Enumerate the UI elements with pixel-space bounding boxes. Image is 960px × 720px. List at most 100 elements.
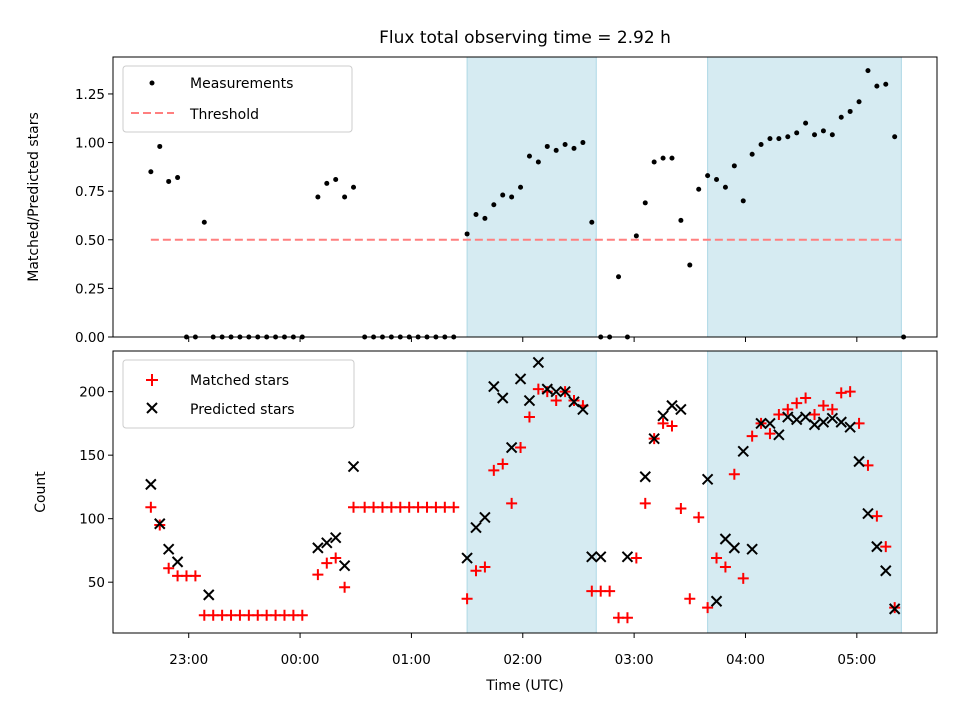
x-tick-label: 23:00: [169, 652, 208, 668]
matched-star-marker: [675, 503, 687, 515]
matched-star-marker: [711, 552, 723, 564]
measurement-point: [175, 175, 181, 181]
matched-star-marker: [506, 497, 518, 509]
predicted-star-marker: [639, 471, 651, 483]
top-y-tick-label: 0.25: [75, 281, 105, 297]
predicted-star-marker: [312, 542, 324, 554]
measurement-point: [678, 217, 684, 223]
matched-star-marker: [532, 383, 544, 395]
bottom-y-tick-label: 200: [79, 385, 105, 401]
measurement-point: [696, 186, 702, 192]
matched-star-marker: [657, 417, 669, 429]
legend-predicted-marker: [146, 402, 158, 414]
measurement-point: [820, 128, 826, 134]
matched-star-marker: [719, 561, 731, 573]
predicted-star-marker: [321, 537, 333, 549]
bottom-legend: Matched stars Predicted stars: [122, 359, 355, 429]
measurement-point: [705, 173, 711, 179]
predicted-star-marker: [746, 543, 758, 555]
matched-star-marker: [737, 572, 749, 584]
measurement-point: [553, 147, 559, 153]
measurement-point: [482, 215, 488, 221]
matched-star-marker: [448, 501, 460, 513]
legend-measurements-marker: [149, 80, 155, 86]
measurement-point: [803, 120, 809, 126]
measurement-point: [856, 99, 862, 105]
measurement-point: [785, 134, 791, 140]
x-tick-label: 04:00: [726, 652, 765, 668]
predicted-star-marker: [347, 460, 360, 473]
top-shaded-intervals: [466, 56, 902, 338]
predicted-star-marker: [470, 521, 482, 534]
measurement-point: [157, 143, 163, 149]
x-tick-label: 02:00: [503, 652, 542, 668]
measurement-point: [865, 68, 871, 74]
matched-star-marker: [746, 430, 758, 442]
measurement-point: [758, 142, 764, 147]
top-legend-box: [122, 65, 353, 133]
measurement-point: [518, 184, 524, 190]
top-y-tick-label: 1.25: [75, 87, 105, 103]
matched-star-marker: [630, 552, 642, 564]
matched-star-marker: [488, 464, 500, 476]
matched-star-marker: [621, 612, 633, 624]
measurement-point: [324, 180, 330, 186]
matched-star-marker: [479, 561, 491, 573]
predicted-star-marker: [338, 559, 351, 572]
predicted-star-marker: [586, 551, 598, 563]
measurement-points: [148, 68, 907, 340]
predicted-star-marker: [728, 542, 741, 554]
matched-star-marker: [702, 602, 714, 614]
predicted-star-marker: [790, 413, 803, 426]
matched-star-marker: [835, 387, 847, 399]
predicted-star-marker: [710, 595, 723, 607]
matched-star-marker: [312, 569, 324, 581]
top-y-tick-label: 0.50: [75, 233, 105, 249]
matched-star-marker: [145, 501, 157, 513]
matched-star-marker: [470, 565, 482, 577]
predicted-star-marker: [145, 478, 157, 491]
predicted-star-marker: [737, 445, 749, 458]
measurement-point: [464, 231, 470, 237]
x-tick-label: 03:00: [615, 652, 654, 668]
predicted-star-marker: [871, 540, 883, 553]
predicted-star-marker: [505, 441, 518, 454]
predicted-star-marker: [826, 412, 839, 425]
predicted-star-marker: [595, 551, 607, 563]
predicted-star-marker: [719, 533, 732, 545]
matched-star-marker: [550, 395, 562, 407]
x-tick-label: 05:00: [837, 652, 876, 668]
measurement-point: [500, 192, 506, 198]
predicted-star-marker: [497, 392, 509, 404]
measurement-point: [812, 132, 818, 138]
measurement-point: [660, 155, 666, 161]
top-y-tick-label: 0.00: [75, 330, 105, 346]
predicted-star-marker: [666, 399, 678, 412]
bottom-y-tick-label: 100: [79, 512, 105, 528]
measurement-point: [874, 83, 880, 89]
x-tick-label: 00:00: [281, 652, 320, 668]
matched-star-marker: [880, 541, 892, 553]
matched-star-marker: [189, 570, 201, 582]
predicted-star-marker: [154, 518, 166, 530]
predicted-star-marker: [675, 403, 687, 416]
matched-star-marker: [321, 557, 333, 569]
measurement-point: [669, 155, 675, 161]
measurement-point: [767, 136, 773, 142]
matched-star-marker: [523, 411, 535, 423]
predicted-star-marker: [514, 373, 527, 385]
measurement-point: [776, 136, 782, 142]
matched-star-marker: [330, 552, 342, 564]
legend-threshold-label: Threshold: [189, 107, 259, 123]
bottom-y-ticks: 50 100 150 200: [79, 385, 113, 591]
predicted-star-marker: [203, 589, 215, 601]
top-axes-frame: [112, 56, 938, 338]
chart-title: Flux total observing time = 2.92 h: [379, 28, 671, 48]
x-axis-label: Time (UTC): [485, 678, 563, 694]
matched-star-marker: [764, 428, 776, 440]
measurement-point: [749, 151, 755, 157]
top-y-tick-label: 0.75: [75, 184, 105, 200]
matched-star-marker: [871, 510, 883, 522]
matched-star-marker: [826, 403, 838, 415]
x-tick-label: 01:00: [392, 652, 431, 668]
